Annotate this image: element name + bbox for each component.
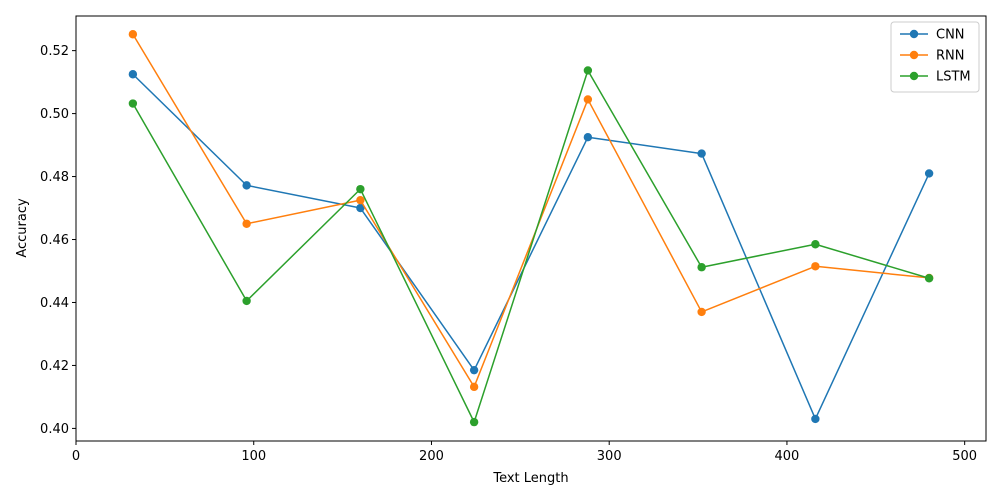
legend-label-rnn: RNN <box>936 49 964 64</box>
y-tick-label: 0.48 <box>40 170 69 185</box>
y-tick-label: 0.42 <box>40 359 69 374</box>
y-axis: 0.40 0.42 0.44 0.46 0.48 0.50 0.52 <box>40 44 76 437</box>
series-layer <box>128 30 934 427</box>
legend-label-cnn: CNN <box>936 28 965 43</box>
data-point-cnn <box>583 133 593 142</box>
data-point-rnn <box>469 382 479 392</box>
data-point-cnn <box>811 414 820 424</box>
legend-marker-cnn <box>909 29 919 39</box>
data-point-cnn <box>128 70 138 79</box>
data-point-lstm <box>697 263 706 272</box>
data-point-rnn <box>128 30 138 39</box>
y-axis-label: Accuracy <box>15 198 30 258</box>
data-point-rnn <box>583 95 593 104</box>
series-line-cnn <box>132 73 930 420</box>
data-point-rnn <box>697 307 706 317</box>
x-tick-label: 400 <box>775 449 800 464</box>
data-point-lstm <box>811 240 820 249</box>
series-line-lstm <box>132 69 930 423</box>
series-line-rnn <box>132 33 930 388</box>
x-tick-label: 500 <box>952 449 977 464</box>
data-point-rnn <box>356 195 365 205</box>
x-tick-label: 100 <box>241 449 266 464</box>
data-point-lstm <box>128 99 138 108</box>
legend-label-lstm: LSTM <box>936 70 971 85</box>
data-point-rnn <box>811 262 820 271</box>
plot-frame <box>75 15 987 442</box>
y-tick-label: 0.44 <box>40 296 69 311</box>
legend: CNN RNN LSTM <box>890 21 980 93</box>
data-point-cnn <box>356 203 365 213</box>
data-point-lstm <box>469 417 479 427</box>
x-tick-label: 200 <box>419 449 444 464</box>
data-point-lstm <box>924 274 934 283</box>
data-point-cnn <box>469 365 479 375</box>
data-point-cnn <box>242 181 251 190</box>
legend-marker-lstm <box>909 71 919 81</box>
data-point-cnn <box>697 149 706 158</box>
y-tick-label: 0.40 <box>40 422 69 437</box>
x-axis-label: Text Length <box>492 471 568 486</box>
y-tick-label: 0.46 <box>40 233 69 248</box>
data-point-cnn <box>924 169 934 178</box>
data-point-rnn <box>242 219 251 228</box>
x-axis: 0 100 200 300 400 500 <box>72 441 977 464</box>
x-tick-label: 0 <box>72 449 80 464</box>
y-tick-label: 0.52 <box>40 44 69 59</box>
y-tick-label: 0.50 <box>40 107 69 122</box>
plot-area <box>76 16 986 441</box>
data-point-lstm <box>583 66 593 75</box>
legend-marker-rnn <box>909 50 919 60</box>
data-point-lstm <box>356 184 365 194</box>
data-point-lstm <box>242 296 251 306</box>
x-tick-label: 300 <box>597 449 622 464</box>
